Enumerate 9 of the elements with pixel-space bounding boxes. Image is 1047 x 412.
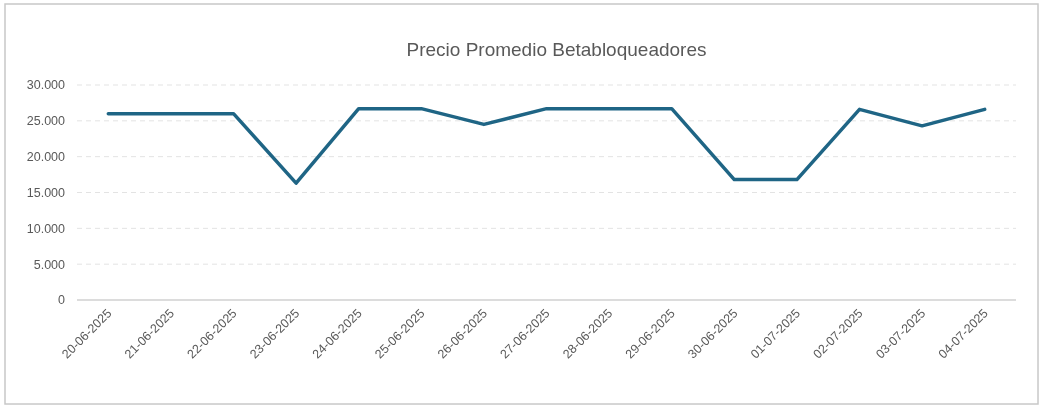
y-tick-label: 30.000 [26,78,66,93]
y-tick-label: 5.000 [33,257,66,272]
y-tick-label: 20.000 [26,150,66,165]
chart-title: Precio Promedio Betabloqueadores [406,39,707,60]
line-series [106,106,987,185]
y-tick-label: 0 [58,293,66,308]
y-tick-label: 15.000 [26,185,66,200]
y-tick-label: 10.000 [26,221,66,236]
y-tick-label: 25.000 [26,114,66,129]
